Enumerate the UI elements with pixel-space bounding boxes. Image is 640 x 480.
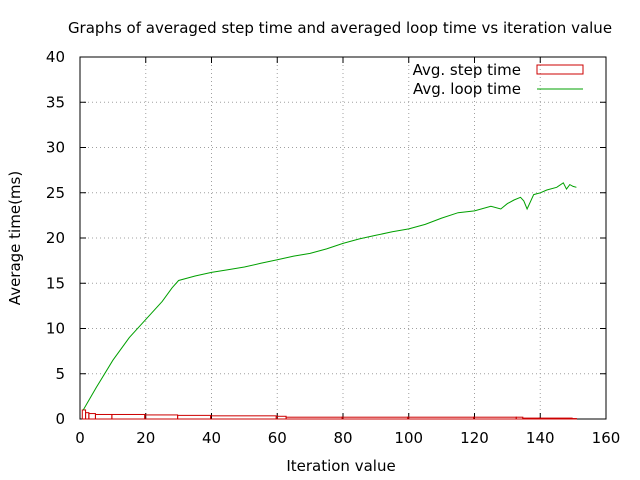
- step-time-box: [177, 414, 211, 420]
- series-layer: [81, 182, 577, 420]
- x-axis-label: Iteration value: [286, 457, 395, 475]
- y-tick-label: 5: [55, 365, 65, 383]
- series-step-time: [81, 409, 577, 420]
- step-time-box: [538, 417, 573, 420]
- x-tick-label: 40: [202, 429, 221, 447]
- step-time-box: [111, 413, 146, 420]
- x-tick-label: 100: [394, 429, 423, 447]
- legend-step-time-swatch: [536, 64, 584, 75]
- x-tick-label: 120: [460, 429, 489, 447]
- chart-title: Graphs of averaged step time and average…: [68, 19, 612, 37]
- step-time-box: [210, 415, 277, 420]
- axis-ticks: 0 20 40 60 80 100 120 140 160 0 5 10 15 20 25 30 35 40: [46, 48, 620, 447]
- step-time-box: [515, 416, 524, 420]
- x-tick-label: 60: [268, 429, 287, 447]
- x-tick-label: 80: [333, 429, 352, 447]
- series-loop-time: [82, 182, 577, 411]
- step-time-box: [144, 414, 179, 420]
- step-time-box: [285, 416, 343, 420]
- y-tick-label: 15: [46, 274, 65, 292]
- y-tick-label: 40: [46, 48, 65, 66]
- y-tick-label: 0: [55, 410, 65, 428]
- y-tick-label: 35: [46, 93, 65, 111]
- y-tick-label: 10: [46, 320, 65, 338]
- step-time-box: [341, 416, 409, 420]
- grid: [80, 57, 606, 419]
- legend-label: Avg. loop time: [413, 80, 521, 98]
- x-tick-label: 160: [592, 429, 621, 447]
- x-tick-label: 140: [526, 429, 555, 447]
- y-tick-label: 20: [46, 229, 65, 247]
- x-tick-label: 20: [136, 429, 155, 447]
- x-tick-label: 0: [75, 429, 85, 447]
- step-time-box: [407, 416, 474, 420]
- step-time-box: [88, 413, 96, 420]
- y-tick-label: 30: [46, 139, 65, 157]
- y-tick-label: 25: [46, 184, 65, 202]
- step-time-box: [94, 413, 113, 420]
- step-time-box: [473, 416, 517, 420]
- legend-label: Avg. step time: [413, 61, 521, 79]
- y-axis-label: Average time(ms): [6, 171, 24, 305]
- step-time-box: [522, 417, 540, 420]
